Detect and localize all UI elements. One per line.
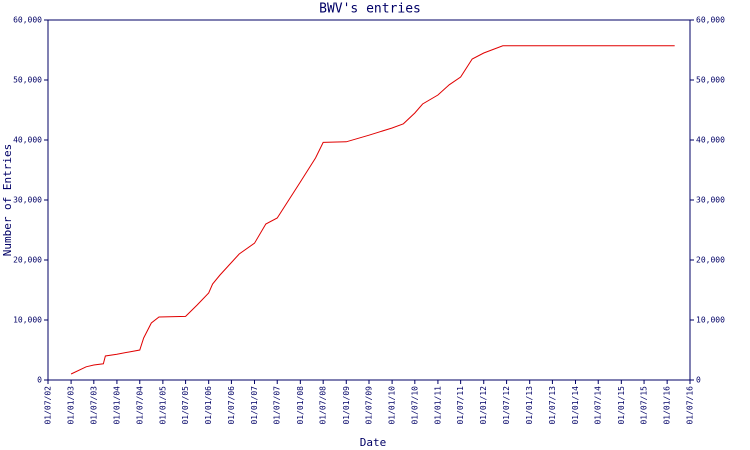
x-tick-label: 01/07/15 [640,386,649,425]
x-tick-label: 01/07/05 [181,386,190,425]
y2-tick-label: 0 [696,376,701,385]
y2-tick-label: 20,000 [696,256,725,265]
x-tick-label: 01/01/05 [158,386,167,425]
x-tick-label: 01/07/14 [594,386,603,425]
x-tick-label: 01/01/06 [204,386,213,425]
x-tick-label: 01/01/12 [479,386,488,425]
x-tick-label: 01/01/14 [571,386,580,425]
y-tick-label: 30,000 [13,196,42,205]
plot-frame [47,19,691,381]
x-tick-label: 01/07/16 [686,386,695,425]
x-tick-label: 01/01/15 [617,386,626,425]
x-tick-label: 01/01/07 [250,386,259,425]
y2-tick-label: 10,000 [696,316,725,325]
x-tick-label: 01/01/09 [342,386,351,425]
y2-tick-label: 40,000 [696,136,725,145]
y-tick-label: 0 [37,376,42,385]
x-tick-label: 01/07/13 [548,386,557,425]
x-tick-label: 01/07/04 [135,386,144,425]
x-tick-label: 01/07/03 [89,386,98,425]
y-axis-label: Number of Entries [1,144,14,257]
x-tick-label: 01/01/13 [525,386,534,425]
x-tick-label: 01/07/08 [319,386,328,425]
x-tick-label: 01/07/09 [365,386,374,425]
x-tick-label: 01/01/04 [112,386,121,425]
x-tick-label: 01/01/16 [663,386,672,425]
y-tick-label: 20,000 [13,256,42,265]
x-tick-label: 01/01/10 [388,386,397,425]
x-axis-label: Date [360,436,387,449]
x-tick-label: 01/01/03 [67,386,76,425]
chart-title: BWV's entries [319,2,421,17]
x-tick-label: 01/01/11 [433,386,442,425]
x-tick-label: 01/07/02 [44,386,53,425]
x-tick-label: 01/01/08 [296,386,305,425]
x-tick-label: 01/07/06 [227,386,236,425]
y2-tick-label: 30,000 [696,196,725,205]
y2-tick-label: 50,000 [696,76,725,85]
y-tick-label: 50,000 [13,76,42,85]
y-tick-label: 40,000 [13,136,42,145]
y2-tick-label: 60,000 [696,16,725,25]
x-tick-label: 01/07/07 [273,386,282,425]
x-tick-label: 01/07/12 [502,386,511,425]
x-tick-label: 01/07/11 [456,386,465,425]
y-tick-label: 10,000 [13,316,42,325]
x-tick-label: 01/07/10 [410,386,419,425]
y-tick-label: 60,000 [13,16,42,25]
line [70,45,675,375]
